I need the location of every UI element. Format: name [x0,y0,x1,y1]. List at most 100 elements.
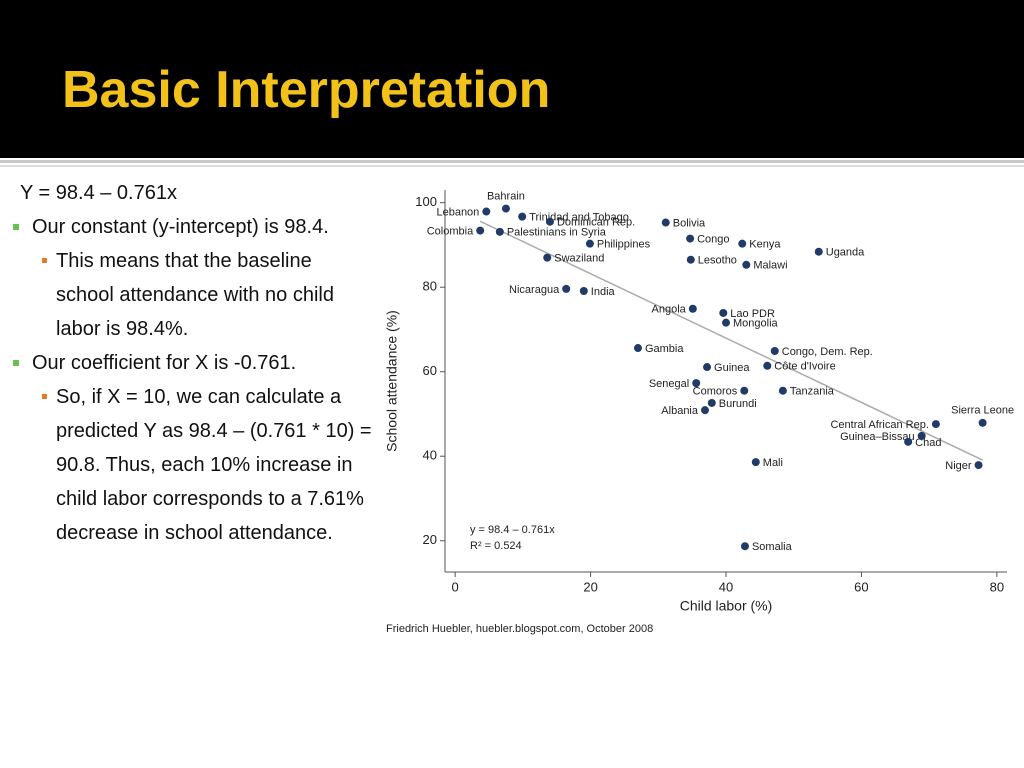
point-label: Kenya [749,239,781,251]
trend-line [479,220,983,461]
point-label: India [591,286,616,298]
sub-bullet: So, if X = 10, we can calculate a predic… [32,380,372,550]
point-label: Malawi [753,260,787,272]
sub-list: This means that the baseline school atte… [32,244,372,346]
point [917,431,926,440]
bullet: Our constant (y-intercept) is 98.4. This… [13,210,372,346]
x-tick-label: 40 [719,579,733,594]
body-text: Y = 98.4 – 0.761x Our constant (y-interc… [13,176,372,550]
point [688,304,697,313]
header: Basic Interpretation [0,0,1024,158]
point [543,253,552,262]
point-label: Swaziland [554,253,604,265]
point [579,286,588,295]
point [562,284,571,293]
bullet-text: Our constant (y-intercept) is 98.4. [32,216,329,238]
point [904,437,913,446]
point [703,363,712,372]
point [482,207,491,216]
y-tick-label: 40 [423,448,437,463]
point-label: Lesotho [698,255,737,267]
point [701,406,710,415]
sub-bullet: This means that the baseline school atte… [32,244,372,346]
point-label: Mali [763,457,783,469]
equation: Y = 98.4 – 0.761x [20,182,177,204]
point [738,239,747,248]
point [974,461,983,470]
bullet-text: Our coefficient for X is -0.761. [32,352,297,374]
point-label: Bahrain [487,190,525,202]
point-label: Niger [945,460,972,472]
point-label: Guinea–Bissau [840,431,915,443]
point-label: Palestinians in Syria [507,227,607,239]
y-axis-label: School attendance (%) [384,310,400,452]
point [661,218,670,227]
point-label: Somalia [752,541,793,553]
point [518,212,527,221]
point [978,418,987,427]
point-label: Uganda [826,247,865,259]
slide-title: Basic Interpretation [62,61,551,119]
rule [0,160,1024,163]
point-label: Congo [697,234,729,246]
point-label: Philippines [597,239,651,251]
bullet: Our coefficient for X is -0.761. So, if … [13,346,372,550]
source: Friedrich Huebler, huebler.blogspot.com,… [386,623,653,635]
point [751,458,760,467]
point [545,217,554,226]
y-tick-label: 60 [423,363,437,378]
point-label: Comoros [693,386,738,398]
point [495,227,504,236]
point-label: Dominican Rep. [557,217,635,229]
x-tick-label: 0 [452,579,459,594]
point [719,308,728,317]
point-label: Lao PDR [730,308,775,320]
sub-list: So, if X = 10, we can calculate a predic… [32,380,372,550]
point [931,420,940,429]
point-label: Bolivia [673,217,706,229]
rule [0,165,1024,167]
point-label: Senegal [649,378,689,390]
point [501,204,510,213]
x-tick-label: 80 [990,579,1004,594]
point [585,239,594,248]
point [740,386,749,395]
x-axis-label: Child labor (%) [680,598,773,614]
point [778,386,787,395]
point [692,379,701,388]
point [686,234,695,243]
point-label: Lebanon [436,206,479,218]
point-label: Chad [915,437,941,449]
point [633,344,642,353]
annotation: R² = 0.524 [470,540,522,552]
point [763,361,772,370]
point [722,318,730,327]
point-label: Sierra Leone [951,405,1014,417]
point [707,398,716,407]
point-label: Gambia [645,343,684,355]
point-label: Central African Rep. [830,419,928,431]
point-label: Congo, Dem. Rep. [782,346,873,358]
point-label: Burundi [719,398,757,410]
point [814,247,823,256]
point-label: Albania [661,405,699,417]
point-label: Mongolia [733,318,779,330]
point [476,226,485,235]
point [686,255,695,264]
annotation: y = 98.4 – 0.761x [470,524,555,536]
bullet-list: Our constant (y-intercept) is 98.4. This… [13,210,372,550]
y-tick-label: 100 [415,194,437,209]
point-label: Trinidad and Tobago [529,212,629,224]
point-label: Colombia [427,225,474,237]
y-tick-label: 80 [423,279,437,294]
point-label: Angola [652,304,687,316]
point [742,260,751,269]
point [770,346,779,355]
point-label: Tanzania [790,386,835,398]
point [740,542,749,551]
point-label: Guinea [714,362,750,374]
x-tick-label: 60 [854,579,868,594]
point-label: Côte d'Ivoire [774,361,835,373]
